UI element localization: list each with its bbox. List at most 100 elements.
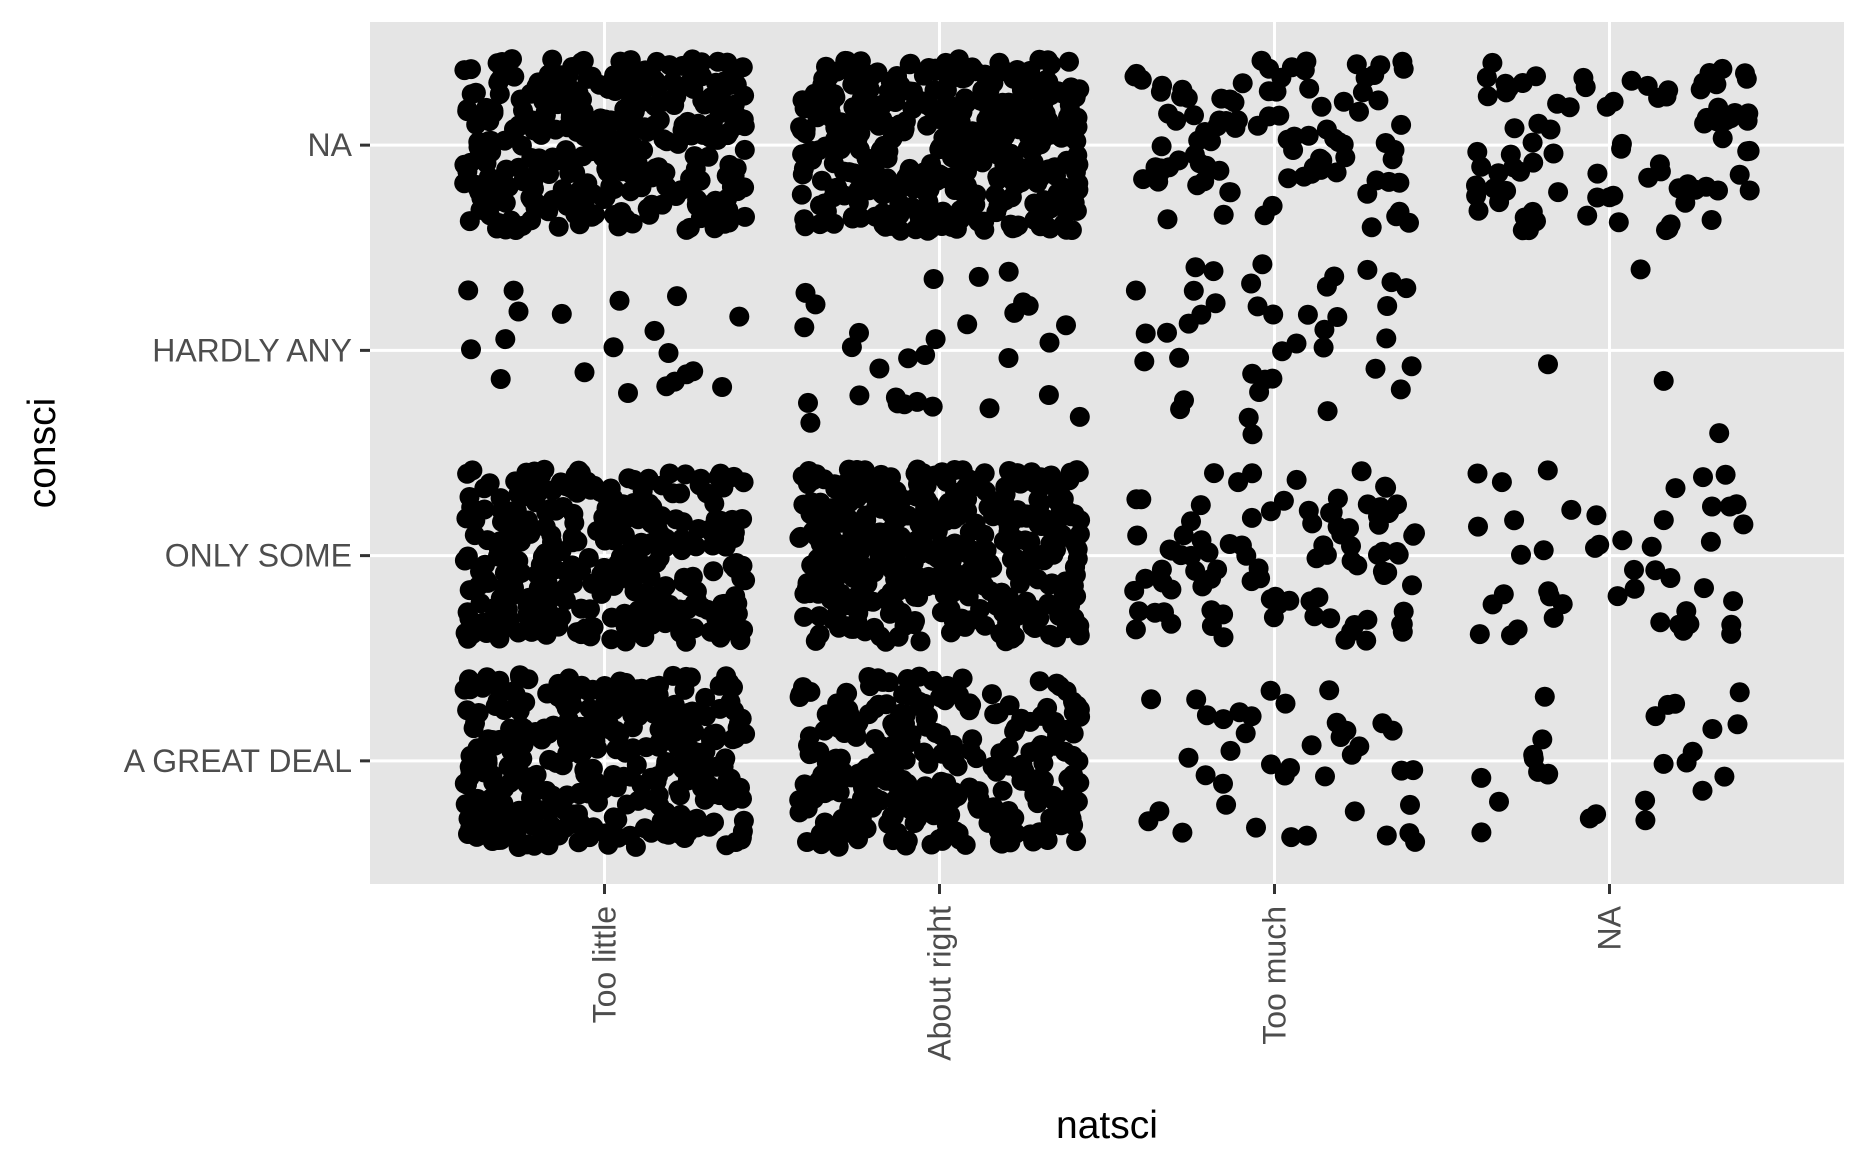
data-point (512, 215, 533, 236)
data-point (1304, 606, 1325, 627)
data-point (1533, 540, 1554, 561)
data-point (1190, 495, 1211, 516)
data-point (948, 505, 969, 526)
data-point (684, 722, 705, 742)
data-point (918, 753, 939, 774)
data-point (1038, 385, 1059, 405)
data-point (959, 151, 980, 172)
data-point (703, 561, 724, 582)
data-point (1169, 347, 1190, 368)
data-point (581, 141, 602, 162)
data-point (923, 805, 944, 826)
data-point (803, 788, 824, 809)
data-point (1066, 200, 1087, 221)
data-point (680, 667, 701, 688)
data-point (458, 280, 479, 301)
data-point (678, 73, 699, 94)
data-point (940, 599, 961, 620)
data-point (633, 65, 654, 86)
data-point (1624, 578, 1645, 599)
data-point (1327, 307, 1348, 327)
data-point (834, 767, 855, 788)
data-point (652, 580, 673, 600)
data-point (1252, 254, 1273, 275)
data-point (477, 752, 498, 773)
data-point (655, 162, 676, 183)
data-point (1067, 145, 1088, 166)
data-point (1349, 101, 1369, 122)
data-point (1589, 534, 1610, 555)
data-point (510, 666, 531, 686)
data-point (699, 127, 720, 148)
data-point (548, 216, 569, 237)
data-point (614, 57, 635, 78)
data-point (990, 743, 1011, 764)
data-point (1477, 86, 1498, 107)
data-point (995, 190, 1016, 211)
data-point (905, 793, 926, 814)
data-point (656, 376, 677, 397)
data-point (574, 362, 595, 383)
data-point (885, 92, 906, 112)
data-point (1518, 220, 1539, 241)
data-point (577, 68, 598, 89)
data-point (923, 269, 944, 289)
data-point (1017, 62, 1038, 82)
data-point (1635, 810, 1656, 831)
data-point (1241, 571, 1262, 592)
data-point (689, 475, 710, 496)
data-point (1065, 534, 1086, 555)
data-point (676, 631, 696, 652)
data-point (1387, 542, 1407, 562)
data-point (465, 82, 486, 103)
data-point (799, 91, 820, 112)
data-point (1263, 304, 1284, 325)
data-point (789, 802, 810, 823)
data-point (1467, 141, 1488, 162)
data-point (699, 519, 720, 540)
data-point (537, 573, 558, 593)
data-point (535, 543, 556, 564)
data-point (1029, 671, 1050, 692)
data-point (567, 482, 588, 503)
data-point (634, 583, 655, 604)
data-point (465, 713, 485, 734)
data-point (898, 348, 919, 369)
data-point (1204, 463, 1224, 484)
data-point (1069, 621, 1089, 642)
data-point (1537, 764, 1558, 785)
data-point (1522, 132, 1543, 153)
data-point (917, 183, 937, 204)
data-point (677, 770, 698, 791)
data-point (1357, 494, 1378, 515)
data-point (1653, 370, 1674, 391)
data-point (893, 578, 914, 599)
data-point (791, 184, 812, 205)
data-point (531, 124, 552, 145)
data-point (662, 483, 683, 504)
data-point (1696, 176, 1717, 197)
data-point (1336, 720, 1357, 741)
data-point (1723, 591, 1744, 612)
data-point (1260, 589, 1281, 610)
data-point (1201, 600, 1222, 621)
data-point (598, 78, 619, 99)
data-point (1638, 167, 1659, 188)
data-point (1586, 505, 1607, 526)
data-point (1668, 178, 1689, 199)
data-point (644, 320, 665, 341)
data-point (974, 524, 995, 545)
data-point (509, 115, 530, 136)
data-point (1700, 531, 1721, 552)
data-point (661, 715, 682, 736)
data-point (717, 785, 738, 806)
data-point (454, 154, 475, 175)
data-point (884, 597, 905, 618)
data-point (1263, 607, 1284, 628)
data-point (502, 501, 523, 522)
data-point (962, 57, 983, 78)
data-point (1041, 124, 1062, 145)
data-point (468, 137, 489, 158)
data-point (501, 740, 522, 761)
data-point (1376, 825, 1397, 846)
